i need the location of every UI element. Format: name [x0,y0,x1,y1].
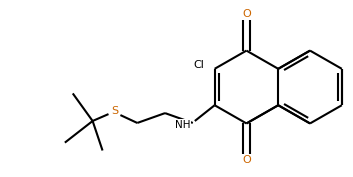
Text: NH: NH [175,120,191,130]
Text: Cl: Cl [194,60,205,70]
Text: S: S [111,106,118,116]
Text: O: O [242,155,251,165]
Text: O: O [242,9,251,19]
